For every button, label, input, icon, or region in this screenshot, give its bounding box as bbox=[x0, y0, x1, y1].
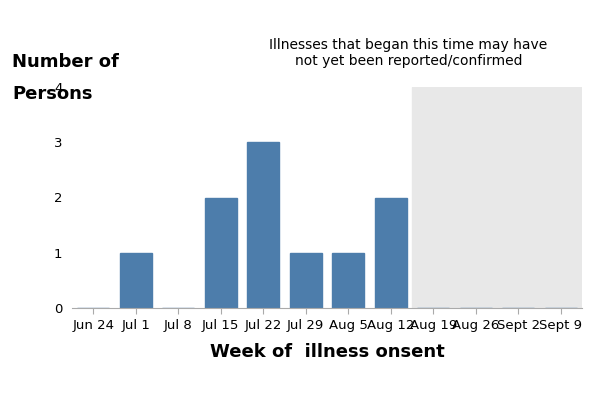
Bar bbox=[120, 253, 152, 308]
Bar bbox=[247, 142, 279, 308]
Text: Number of: Number of bbox=[12, 53, 119, 71]
Bar bbox=[332, 253, 364, 308]
Bar bbox=[205, 198, 236, 308]
Text: Persons: Persons bbox=[12, 85, 92, 103]
Bar bbox=[375, 198, 407, 308]
X-axis label: Week of  illness onsent: Week of illness onsent bbox=[209, 342, 445, 361]
Bar bbox=[290, 253, 322, 308]
Bar bbox=[412, 87, 582, 308]
Text: Illnesses that began this time may have
not yet been reported/confirmed: Illnesses that began this time may have … bbox=[269, 38, 548, 68]
